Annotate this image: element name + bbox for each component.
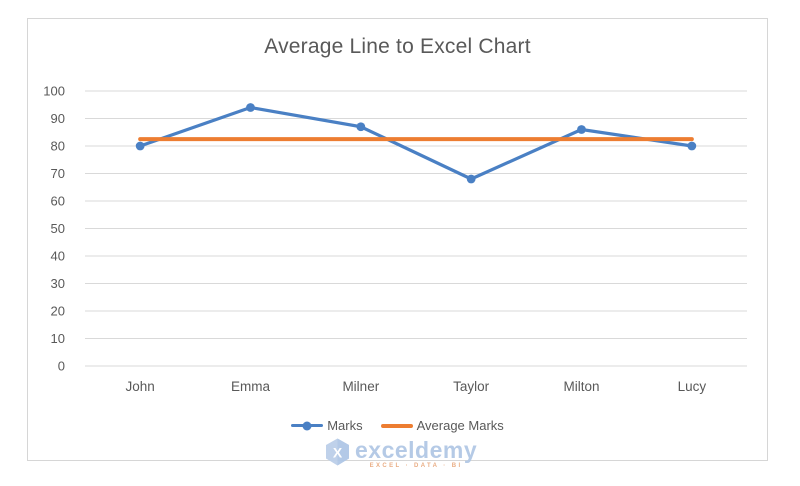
exceldemy-logo-icon: X bbox=[326, 438, 349, 466]
chart-title: Average Line to Excel Chart bbox=[264, 35, 531, 58]
data-point-marker bbox=[577, 125, 586, 134]
legend: Marks Average Marks bbox=[28, 418, 767, 433]
watermark-subtext: EXCEL · DATA · BI bbox=[369, 463, 463, 470]
y-axis-tick-label: 0 bbox=[58, 359, 65, 374]
x-axis-category-label: Milton bbox=[563, 379, 599, 394]
x-axis-category-label: Milner bbox=[342, 379, 379, 394]
legend-line-sample bbox=[380, 423, 413, 428]
legend-item-marks: Marks bbox=[291, 418, 363, 433]
legend-marker-sample bbox=[302, 421, 312, 430]
x-axis-category-label: John bbox=[126, 379, 155, 394]
legend-line-sample bbox=[291, 421, 324, 430]
y-axis-tick-label: 80 bbox=[51, 139, 65, 154]
legend-label: Average Marks bbox=[416, 418, 504, 433]
legend-label: Marks bbox=[327, 418, 363, 433]
data-point-marker bbox=[135, 141, 145, 151]
series-line-marks bbox=[138, 105, 694, 181]
watermark-text: exceldemy bbox=[355, 437, 478, 463]
data-point-marker bbox=[687, 141, 697, 151]
y-axis-tick-label: 10 bbox=[51, 331, 65, 346]
chart-frame: Average Line to Excel Chart 0 10 20 30 40 50 6… bbox=[27, 18, 768, 461]
x-axis-category-label: Lucy bbox=[678, 379, 707, 394]
y-axis-tick-label: 70 bbox=[51, 166, 65, 181]
svg-text:X: X bbox=[333, 445, 343, 461]
data-point-marker bbox=[356, 122, 366, 132]
y-axis-tick-label: 60 bbox=[51, 194, 65, 209]
legend-item-average-marks: Average Marks bbox=[380, 418, 504, 433]
watermark: X exceldemy EXCEL · DATA · BI bbox=[325, 438, 477, 469]
y-axis-tick-label: 100 bbox=[43, 84, 65, 99]
data-point-marker bbox=[466, 174, 476, 184]
x-axis-category-label: Emma bbox=[231, 379, 270, 394]
data-point-marker bbox=[246, 103, 255, 112]
y-axis-tick-label: 30 bbox=[51, 276, 65, 291]
y-axis-tick-label: 20 bbox=[51, 304, 65, 319]
y-axis-tick-label: 40 bbox=[51, 249, 65, 264]
y-axis-tick-label: 90 bbox=[51, 111, 65, 126]
y-axis-tick-label: 50 bbox=[51, 221, 65, 236]
x-axis-category-label: Taylor bbox=[453, 379, 490, 394]
plot-area: 0 10 20 30 40 50 60 70 80 90 100 John Emma Milner Tayl… bbox=[43, 84, 747, 394]
